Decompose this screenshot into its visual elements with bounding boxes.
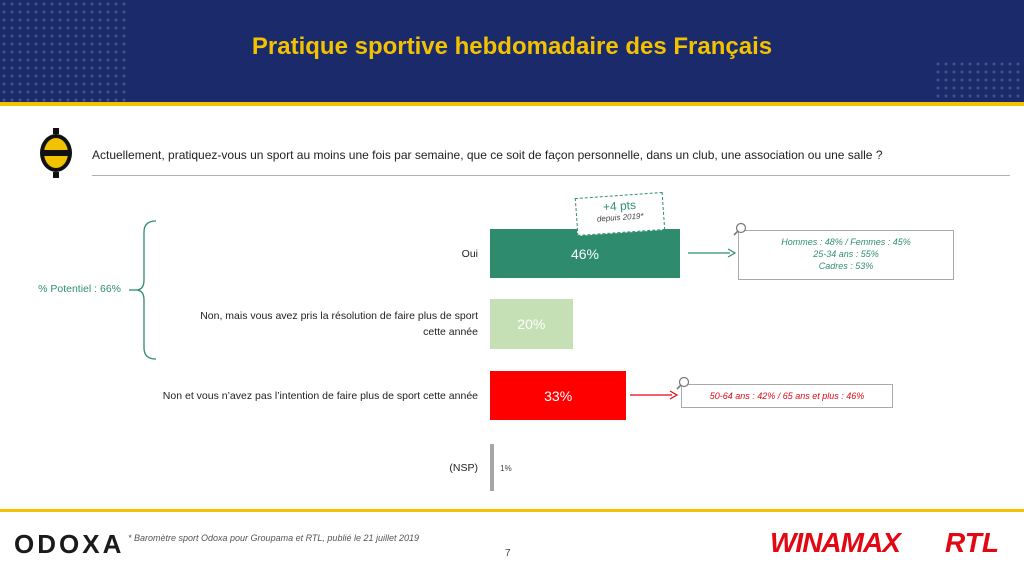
header-banner: Pratique sportive hebdomadaire des Franç…: [0, 0, 1024, 102]
category-label: Non et vous n’avez pas l’intention de fa…: [163, 388, 478, 404]
category-label-line: Non et vous n’avez pas l’intention de fa…: [162, 389, 478, 402]
category-label-line: Oui: [461, 247, 478, 260]
note-line: 25-34 ans : 55%: [813, 249, 879, 259]
data-label: 33%: [544, 387, 573, 404]
note-line: Cadres : 53%: [818, 261, 874, 271]
header-accent-line: [0, 102, 1024, 106]
dot-pattern-decoration: [0, 0, 130, 102]
bar: [490, 444, 495, 491]
potentiel-label: % Potentiel : 66%: [38, 283, 121, 295]
dot-pattern-decoration: [934, 60, 1024, 102]
survey-question: Actuellement, pratiquez-vous un sport au…: [92, 148, 883, 162]
bracket-icon: [129, 220, 157, 360]
footer-accent-line: [0, 509, 1024, 512]
odoxa-logo: ODOXA: [14, 529, 125, 559]
bar: 20%: [490, 299, 573, 349]
change-badge: +4 pts depuis 2019*: [574, 191, 666, 237]
bar: 33%: [490, 371, 627, 420]
bar: 46%: [490, 229, 680, 278]
category-label-line: Non, mais vous avez pris la résolution d…: [200, 310, 478, 322]
non-detail-note: 50-64 ans : 42% / 65 ans et plus : 46%: [681, 384, 893, 408]
odoxa-o-icon: [40, 128, 72, 178]
arrow-right-icon: [688, 248, 736, 258]
arrow-right-icon: [630, 390, 678, 400]
category-label-line: (NSP): [449, 461, 478, 474]
data-label: 20%: [517, 316, 546, 332]
category-label: Non, mais vous avez pris la résolution d…: [200, 308, 478, 340]
magnifier-icon: [676, 376, 690, 390]
note-line: Hommes : 48% / Femmes : 45%: [781, 237, 911, 247]
data-label: 46%: [570, 245, 599, 262]
rtl-logo: RTL: [945, 527, 999, 558]
data-label: 1%: [500, 464, 512, 473]
winamax-logo: WINAMAX: [770, 527, 901, 558]
page-number: 7: [505, 548, 511, 559]
category-label: Oui: [462, 246, 478, 262]
oui-detail-note: Hommes : 48% / Femmes : 45% 25-34 ans : …: [738, 230, 954, 280]
page-title: Pratique sportive hebdomadaire des Franç…: [251, 33, 773, 60]
divider: [92, 175, 1010, 176]
magnifier-icon: [733, 222, 747, 236]
category-label-line: cette année: [423, 326, 478, 338]
category-label: (NSP): [449, 460, 478, 476]
source-note: * Baromètre sport Odoxa pour Groupama et…: [128, 533, 419, 543]
